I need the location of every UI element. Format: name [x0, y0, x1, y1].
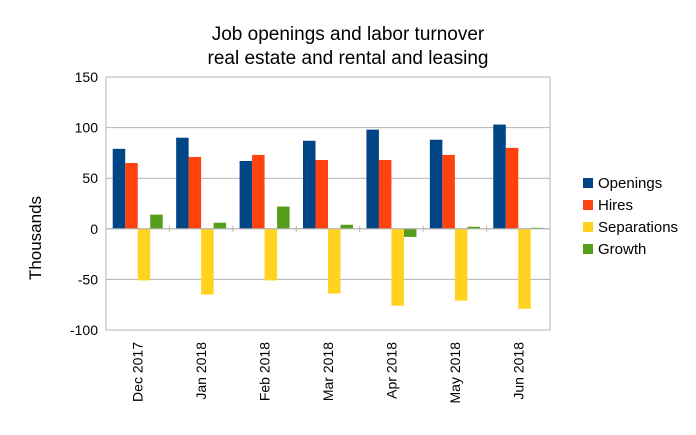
legend-label-separations: Separations — [598, 219, 678, 236]
bar-separations — [518, 228, 531, 309]
x-tick-label: Jun 2018 — [510, 342, 526, 400]
y-tick-label: 100 — [75, 120, 99, 136]
y-tick-label: 0 — [90, 221, 98, 237]
bar-hires — [442, 154, 455, 229]
bar-hires — [315, 159, 328, 229]
bar-openings — [493, 124, 506, 229]
plot-border — [105, 76, 551, 331]
y-tick-label: -100 — [70, 322, 98, 338]
bar-openings — [366, 129, 379, 229]
bar-separations — [391, 228, 404, 306]
y-axis-label: Thousands — [26, 196, 45, 280]
bars — [112, 124, 544, 309]
legend-label-hires: Hires — [598, 197, 633, 214]
bar-openings — [239, 160, 253, 229]
legend-label-growth: Growth — [598, 241, 646, 258]
axes — [105, 76, 551, 331]
legend-swatch-openings — [583, 178, 593, 188]
x-tick-labels: Dec 2017 Jan 2018 Feb 2018 Mar 2018 Apr 2018… — [130, 342, 527, 404]
legend-swatch-growth — [583, 244, 593, 254]
legend-swatch-hires — [583, 200, 593, 210]
bar-separations — [137, 228, 151, 281]
bar-growth — [340, 224, 353, 229]
bar-hires — [378, 159, 392, 229]
bar-separations — [201, 228, 214, 295]
bar-hires — [505, 147, 519, 229]
x-tick-label: Jan 2018 — [193, 342, 209, 400]
x-tick-label: Apr 2018 — [383, 342, 399, 399]
bar-growth — [467, 226, 480, 229]
bar-separations — [264, 228, 278, 281]
bar-growth — [530, 227, 544, 229]
y-tick-label: 150 — [75, 69, 99, 85]
bar-growth — [403, 228, 417, 237]
y-tick-labels: 150 100 50 0 -50 -100 — [70, 69, 98, 338]
legend-swatch-separations — [583, 222, 593, 232]
bar-openings — [429, 139, 443, 229]
bar-growth — [213, 222, 227, 229]
x-tick-label: Dec 2017 — [130, 342, 146, 402]
bar-hires — [252, 154, 265, 229]
legend: Openings Hires Separations Growth — [583, 175, 678, 258]
bar-separations — [328, 228, 341, 294]
x-tick-label: Feb 2018 — [257, 342, 273, 401]
bar-separations — [454, 228, 468, 301]
bar-openings — [176, 137, 189, 229]
y-tick-label: -50 — [78, 271, 98, 287]
chart-title-line-1: Job openings and labor turnover — [212, 24, 485, 45]
bar-growth — [150, 214, 163, 229]
bar-openings — [112, 148, 126, 229]
bar-growth — [277, 206, 290, 229]
bar-hires — [125, 163, 138, 229]
bar-hires — [188, 156, 202, 229]
chart-title-line-2: real estate and rental and leasing — [208, 48, 489, 69]
x-tick-label: Mar 2018 — [320, 342, 336, 401]
bar-openings — [303, 140, 316, 229]
y-tick-label: 50 — [82, 170, 98, 186]
x-tick-label: May 2018 — [447, 342, 463, 404]
legend-label-openings: Openings — [598, 175, 662, 192]
